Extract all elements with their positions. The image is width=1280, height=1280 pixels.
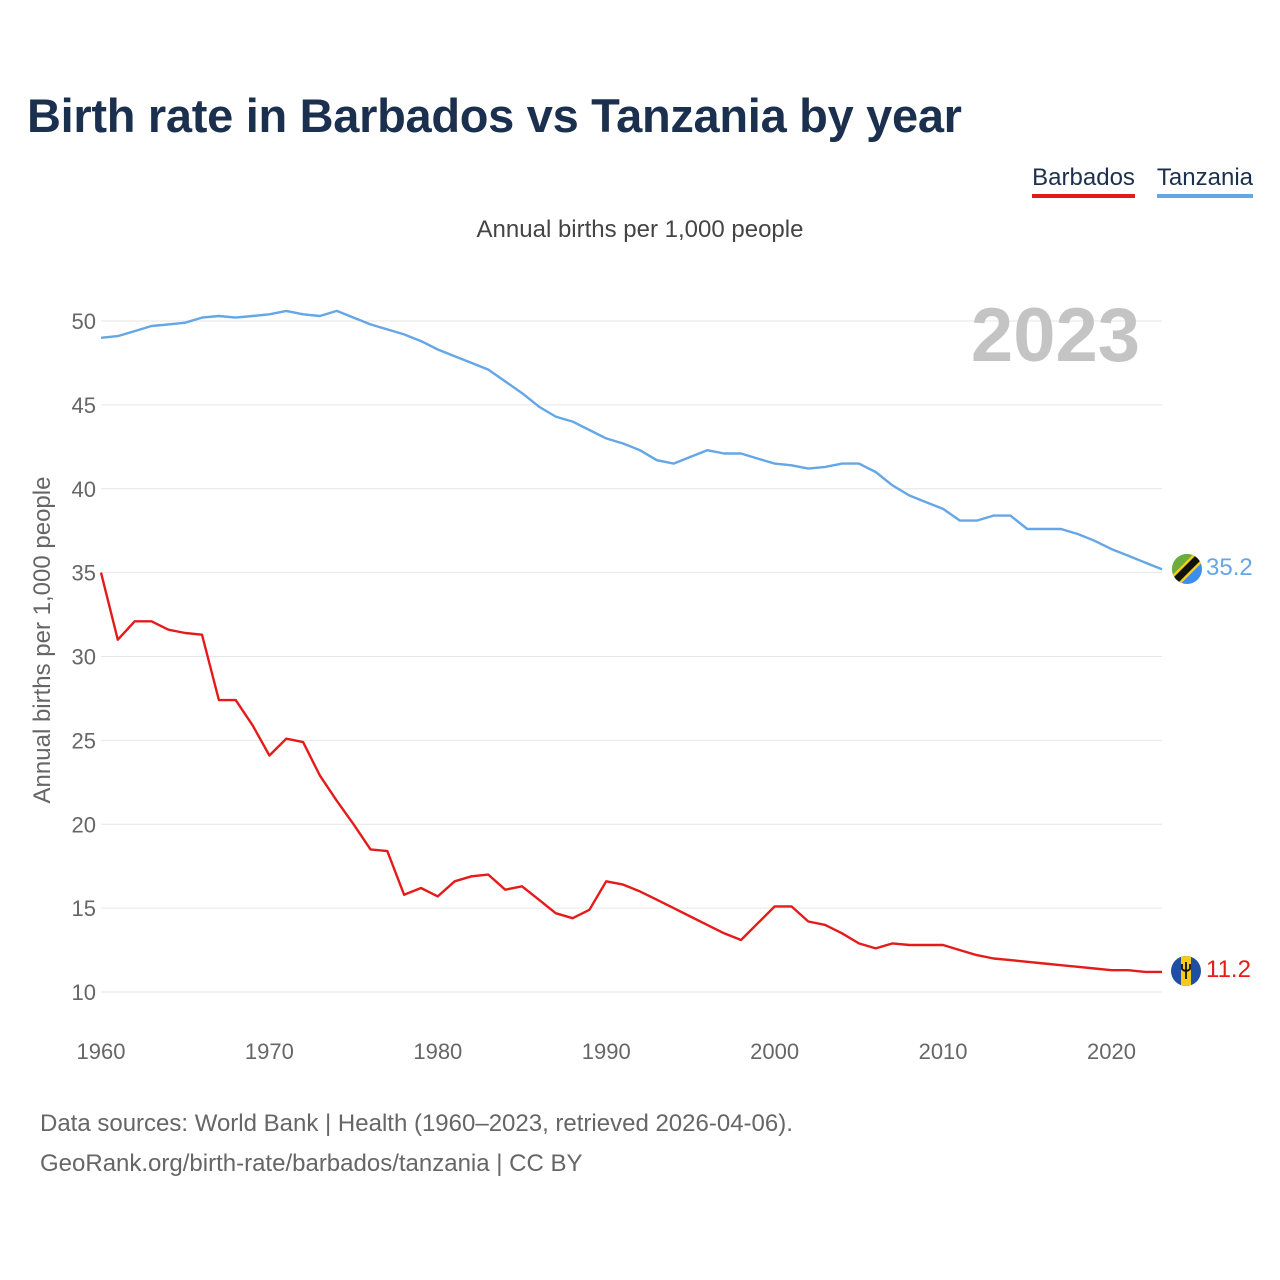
- source-note: Data sources: World Bank | Health (1960–…: [40, 1110, 793, 1137]
- y-axis-label: Annual births per 1,000 people: [29, 477, 56, 804]
- y-tick-label: 10: [72, 980, 96, 1005]
- x-axis-ticks: 1960 1970 1980 1990 2000 2010 2020: [77, 1039, 1136, 1064]
- y-tick-label: 30: [72, 645, 96, 670]
- x-tick-label: 2020: [1087, 1039, 1136, 1064]
- legend-item-barbados[interactable]: Barbados: [1032, 164, 1135, 198]
- y-axis-ticks: 10 15 20 25 30 35 40 45 50: [72, 309, 96, 1005]
- footer: Data sources: World Bank | Health (1960–…: [40, 1104, 793, 1184]
- tanzania-end-value: 35.2: [1206, 554, 1253, 581]
- y-tick-label: 35: [72, 561, 96, 586]
- y-tick-label: 40: [72, 477, 96, 502]
- barbados-flag-icon: [1171, 956, 1201, 986]
- y-tick-label: 50: [72, 309, 96, 334]
- barbados-end-value: 11.2: [1206, 956, 1251, 983]
- series-line-barbados[interactable]: [99, 572, 1162, 974]
- x-tick-label: 2000: [750, 1039, 799, 1064]
- y-tick-label: 20: [72, 812, 96, 837]
- year-overlay: 2023: [971, 293, 1140, 378]
- x-tick-label: 1980: [413, 1039, 462, 1064]
- x-tick-label: 1960: [77, 1039, 126, 1064]
- chart-subtitle: Annual births per 1,000 people: [476, 216, 804, 243]
- series-lines: [99, 309, 1163, 974]
- tanzania-flag-icon: [1172, 554, 1202, 584]
- legend: Barbados Tanzania: [1032, 164, 1253, 198]
- series-line-tanzania[interactable]: [100, 309, 1163, 571]
- chart-title: Birth rate in Barbados vs Tanzania by ye…: [27, 89, 962, 142]
- y-tick-label: 15: [72, 896, 96, 921]
- legend-item-tanzania[interactable]: Tanzania: [1156, 164, 1253, 198]
- y-tick-label: 25: [72, 728, 96, 753]
- y-tick-label: 45: [72, 393, 96, 418]
- x-tick-label: 1990: [582, 1039, 631, 1064]
- gridlines: [101, 320, 1162, 993]
- x-tick-label: 2010: [919, 1039, 968, 1064]
- x-tick-label: 1970: [245, 1039, 294, 1064]
- source-link[interactable]: GeoRank.org/birth-rate/barbados/tanzania…: [40, 1150, 583, 1177]
